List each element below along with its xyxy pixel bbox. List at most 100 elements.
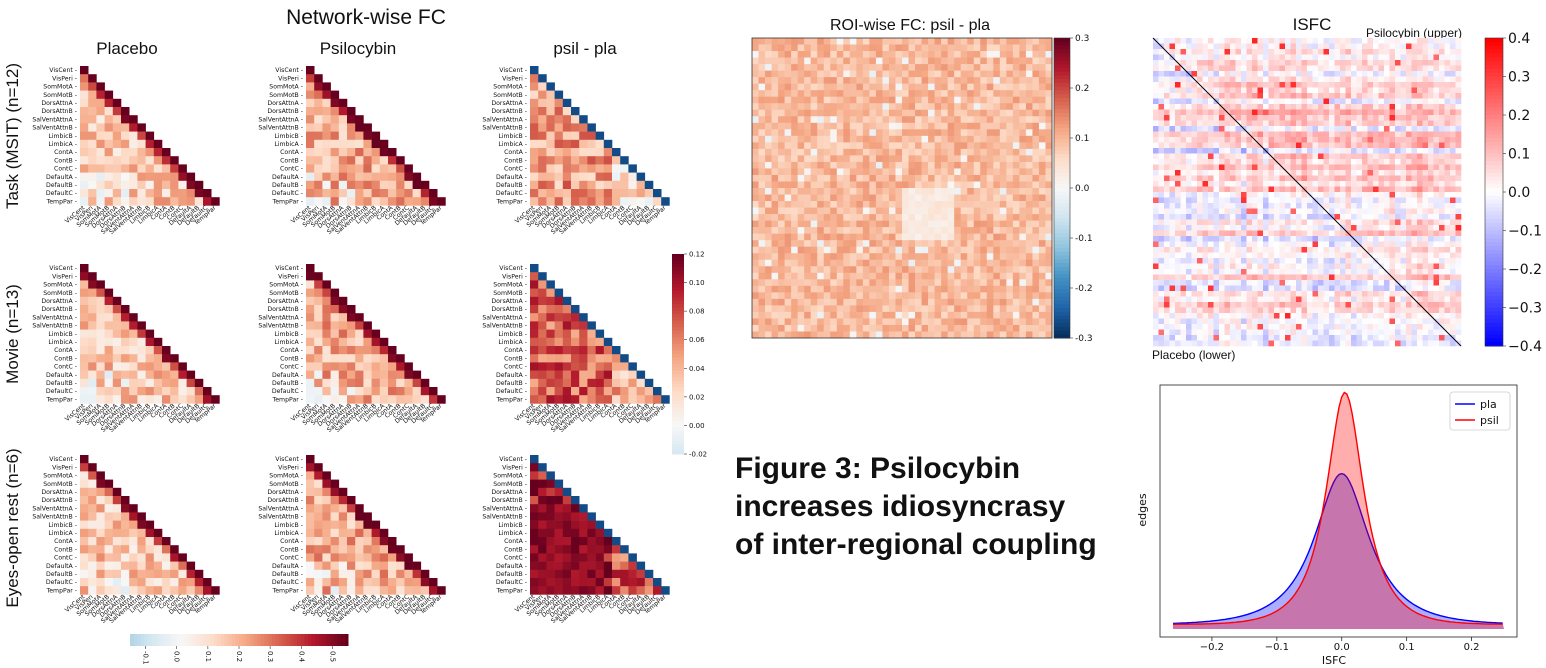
roi-cell [1038,233,1046,241]
roi-cell [941,227,948,234]
roi-cell [869,83,877,91]
roi-cell [895,181,903,189]
diff-colorbar-step [672,310,684,315]
heatmap-cell-SomMotA-VisPeri [538,280,547,289]
heatmap-cell-SomMotA-SomMotA [96,280,105,289]
roi-cell [934,311,942,319]
roi-cell [823,305,831,313]
roi-cell [1006,174,1014,182]
heatmap-cell-SomMotA-SomMotA [96,82,105,91]
roi-cell [915,44,922,52]
roi-cell [902,214,909,221]
heatmap-cell-TempPar-SalVentAttnA [579,395,588,404]
heatmap-cell-TempPar-DorsAttnB [347,197,356,206]
roi-cell [908,331,916,339]
heatmap-cell-DefaultC-SomMotB [554,387,564,396]
roi-cell [960,298,968,306]
heatmap-cell-DefaultB-SomMotB [554,378,564,388]
isfc-cell [1373,109,1379,116]
roi-cell [869,298,877,306]
heatmap-cell-DefaultC-VisCent [530,578,539,587]
roi-cell [921,135,929,143]
isfc-cell [1252,109,1258,116]
heatmap-cell-SomMotB-SomMotA [322,479,331,489]
diff-colorbar-step [672,297,684,302]
roi-cell [1025,272,1033,280]
isfc-cell [1433,93,1440,99]
bottom-colorbar-step [206,634,211,646]
roi-cell [810,227,818,234]
isfc-cell [1241,93,1247,99]
heatmap-cell-ContA-DorsAttnA [338,537,348,546]
heatmap-cell-LimbicB-SalVentAttnB [587,520,596,530]
roi-cell [954,174,961,182]
roi-cell [804,90,811,97]
heatmap-cell-DorsAttnB-DorsAttnB [121,496,130,505]
roi-cell [817,44,825,52]
heatmap-cell-DefaultC-ContC [404,578,413,587]
roi-cell [862,155,870,163]
heatmap-cell-DefaultB-DefaultB [420,180,430,190]
isfc-cell [1384,43,1390,50]
roi-cell [934,214,942,221]
roi-cell [810,44,818,52]
network-row-label: VisPeri - [502,273,527,280]
heatmap-cell-DefaultA-VisPeri [538,370,547,380]
roi-cell [934,168,942,176]
heatmap-cell-TempPar-ContC [178,395,187,404]
roi-cell [902,279,909,287]
roi-cell [973,240,981,247]
heatmap-cell-DefaultA-ContC [628,370,637,380]
isfc-cell [1356,71,1363,77]
heatmap-cell-SalVentAttnA-DorsAttnB [121,115,130,124]
heatmap-cell-SalVentAttnB-SomMotA [96,512,105,521]
roi-cell [954,103,961,111]
heatmap-cell-VisPeri-VisCent [530,272,539,281]
isfc-cell [1186,38,1192,44]
roi-cell [791,285,798,293]
roi-cell [947,116,955,124]
isfc-cell [1395,71,1401,77]
roi-colorbar-step [1054,285,1070,290]
heatmap-cell-SalVentAttnA-VisPeri [538,115,547,124]
network-row-label: DefaultC - [496,190,527,197]
roi-cell [784,253,792,261]
roi-cell [804,181,811,189]
isfc-cell [1411,60,1418,66]
isfc-cell [1257,93,1264,99]
roi-colorbar-step [1054,270,1070,275]
bottom-colorbar-step [177,634,182,646]
isfc-cell [1290,115,1297,121]
roi-colorbar-step [1054,98,1070,103]
heatmap-cell-LimbicA-VisPeri [538,528,547,538]
roi-cell [752,90,759,97]
roi-cell [902,246,909,254]
isfc-cell [1274,43,1280,50]
heatmap-cell-ContA-ContA [162,346,171,355]
isfc-cell [1439,104,1445,110]
network-row-label: SalVentAttnA - [258,314,303,321]
roi-cell [836,135,844,143]
roi-cell [1019,331,1027,339]
heatmap-cell-SomMotB-SomMotA [322,288,331,298]
roi-cell [810,77,818,84]
heatmap-cell-DorsAttnB-SomMotA [96,107,105,116]
roi-cell [778,51,785,58]
roi-cell [908,148,916,156]
heatmap-cell-TempPar-ContB [620,197,629,206]
roi-cell [1012,174,1020,182]
isfc-cell [1367,87,1374,94]
roi-cell [817,174,825,182]
roi-cell [973,194,981,202]
heatmap-cell-SalVentAttnA-SalVentAttnA [355,313,364,322]
isfc-cell [1257,98,1264,105]
heatmap-cell-ContA-DorsAttnA [562,346,572,355]
bottom-colorbar-tick-label: 0.0 [173,651,181,662]
roi-cell [830,207,838,215]
heatmap-cell-TempPar-SomMotB [554,395,564,404]
roi-cell [758,77,766,84]
isfc-cell [1230,104,1236,110]
roi-cell [843,83,851,91]
isfc-cell [1406,38,1412,44]
